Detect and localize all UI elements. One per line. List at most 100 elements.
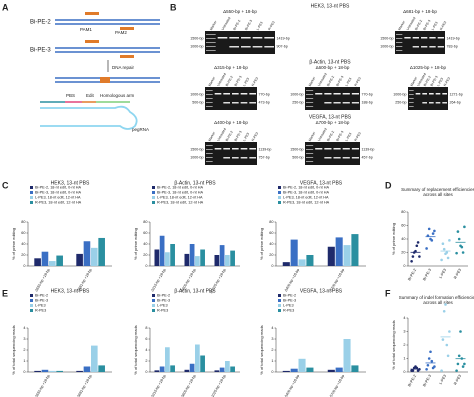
marker-label: 1000-bp	[190, 155, 203, 159]
gel-band	[342, 93, 350, 95]
y-tick-label: 0	[403, 370, 405, 374]
ladder-band	[206, 102, 213, 103]
gel	[305, 87, 360, 110]
chart-title: HEK3, 13-nt PBS	[51, 180, 90, 186]
lane-label: Untreated	[317, 127, 328, 142]
bar	[154, 370, 160, 372]
gel-band	[241, 46, 251, 48]
gel-band	[252, 37, 263, 39]
gel-band	[240, 157, 248, 159]
bar	[306, 367, 314, 372]
ladder-band	[206, 106, 213, 107]
gel-band	[429, 46, 436, 48]
point	[425, 247, 428, 250]
point	[461, 251, 465, 254]
ladder-band	[206, 145, 213, 146]
bar	[34, 258, 41, 266]
ladder-band	[206, 90, 213, 91]
legend-label: Bi-PE-2	[283, 294, 296, 298]
x-tick-label: Bi-PE-2	[407, 268, 417, 281]
y-tick-label: 4	[145, 348, 147, 352]
bar	[343, 339, 351, 372]
point	[444, 303, 447, 306]
y-tick-label: 6	[145, 337, 147, 341]
gel-band	[333, 93, 341, 95]
ladder-band	[206, 157, 213, 158]
chart-title: β-Actin, 13-nt PBS	[174, 180, 216, 186]
bar	[214, 255, 220, 266]
ladder-band	[206, 153, 213, 154]
legend-label: L-PE3, 18-nt edit, 12-nt HA	[35, 196, 81, 200]
gel-band	[435, 93, 441, 95]
gel-band	[412, 46, 419, 48]
legend-label: L-PE3, 18-nt edit, 12-nt HA	[157, 196, 203, 200]
ladder-band	[206, 42, 216, 43]
marker-label: 1500-bp	[190, 148, 203, 152]
gel-band	[223, 148, 230, 150]
bar	[83, 366, 91, 372]
chart-title: VEGFA, 13-nt PBS	[300, 288, 343, 294]
legend-swatch	[152, 191, 155, 194]
legend-label: L-PE3	[283, 304, 294, 308]
gel-band	[422, 102, 427, 104]
legend-swatch	[278, 201, 281, 204]
x-tick-label: Δ600-bp +18-bp	[180, 374, 196, 397]
bar	[298, 358, 306, 372]
bar	[230, 366, 235, 372]
lane-label: Bi-PE-3	[335, 130, 344, 142]
gel-band	[421, 46, 428, 48]
point	[448, 239, 451, 242]
lane-label: Marker	[308, 75, 317, 87]
lane-label: Marker	[397, 19, 406, 31]
bar	[200, 355, 205, 372]
gel	[305, 142, 360, 165]
gel	[205, 31, 275, 54]
gel-band	[249, 102, 256, 104]
marker-label: 1500-bp	[380, 37, 393, 41]
gel-title: HEK3, 13-nt PBS	[311, 3, 350, 9]
gel-band	[415, 93, 421, 95]
y-tick-label: 3	[23, 337, 25, 341]
lane-label: Bi-PE-3	[244, 19, 253, 31]
y-tick-label: 0	[403, 264, 405, 268]
y-tick-label: 2	[145, 359, 147, 363]
ladder-band	[306, 149, 314, 150]
band-label: 457-bp	[362, 155, 373, 159]
panel-a-diagram: Bi-PE-2 PAM1 PAM2 Bi-PE-3 DNA repair PBS…	[30, 12, 160, 132]
bar	[282, 370, 290, 372]
bar	[159, 235, 165, 266]
chart-title: β-Actin, 13-nt PBS	[174, 288, 216, 294]
lane-label: Untreated	[317, 72, 328, 87]
gel-band	[264, 37, 274, 39]
bar	[49, 261, 56, 266]
point	[429, 350, 432, 354]
y-axis-label: % of total sequencing reads	[11, 325, 16, 374]
lane-label: L-PE3	[431, 21, 439, 31]
legend-label: L-PE3	[157, 304, 168, 308]
gel-band	[249, 93, 256, 95]
bar	[290, 368, 298, 372]
edit-box	[85, 12, 99, 15]
y-tick-label: 60	[143, 231, 147, 235]
band-label: 1419-bp	[447, 37, 460, 41]
point	[416, 241, 420, 244]
marker-label: 1000-bp	[290, 93, 303, 97]
y-tick-label: 8	[145, 326, 147, 330]
point	[445, 251, 449, 254]
point	[441, 338, 445, 341]
point	[463, 362, 466, 366]
point	[457, 354, 461, 358]
band-label: 473-bp	[259, 100, 270, 104]
legend-swatch	[30, 294, 33, 297]
bar	[290, 239, 298, 266]
gel-band	[404, 37, 411, 39]
ladder-band	[396, 42, 403, 43]
gel-title: VEGFA, 13-nt PBS	[309, 114, 352, 120]
gel-group-label: Δ600-bp + 18-bp	[316, 65, 350, 70]
bar	[282, 262, 290, 266]
ladder-band	[306, 90, 314, 91]
lane-label: R-PE3	[251, 76, 259, 87]
point	[456, 362, 460, 366]
y-tick-label: 20	[401, 251, 405, 255]
lane-label: Marker	[308, 130, 317, 142]
